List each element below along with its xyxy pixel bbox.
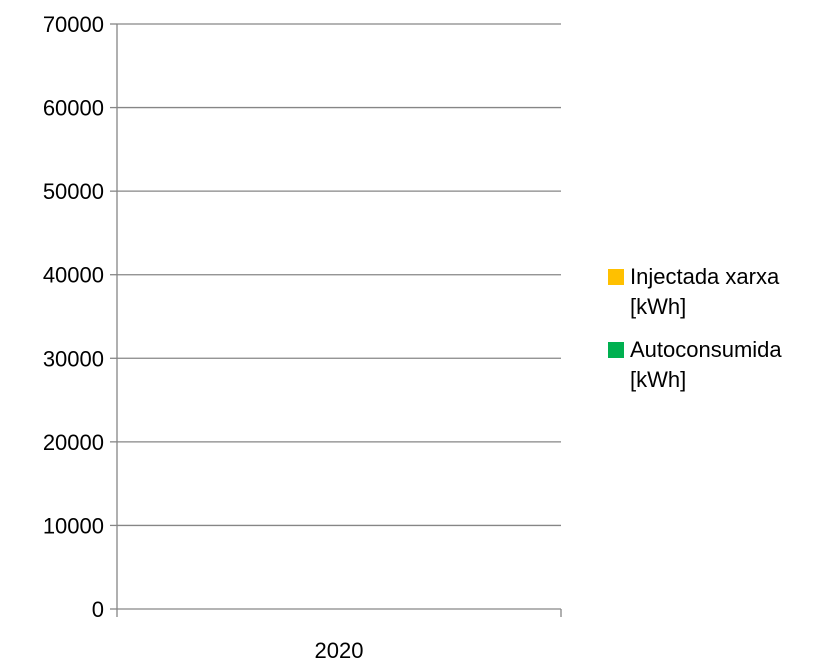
y-tick-label: 40000: [43, 263, 104, 288]
y-tick-label: 20000: [43, 430, 104, 455]
legend-label-autoconsumida: Autoconsumida [kWh]: [630, 337, 782, 392]
x-tick-labels: 2020: [315, 638, 364, 658]
y-tick-labels: 0 10000 20000 30000 40000 50000 60000 70000: [43, 12, 104, 622]
y-tick-label: 50000: [43, 179, 104, 204]
legend-swatch-injectada: [608, 269, 624, 285]
gridlines: [117, 23, 561, 527]
y-tick-label: 10000: [43, 513, 104, 538]
y-tick-label: 70000: [43, 12, 104, 37]
legend-item-autoconsumida: Autoconsumida [kWh]: [606, 335, 823, 395]
legend-swatch-autoconsumida: [608, 342, 624, 358]
legend-item-injectada: Injectada xarxa [kWh]: [606, 262, 823, 322]
y-tick-label: 60000: [43, 96, 104, 121]
y-tick-label: 0: [92, 597, 104, 622]
legend-label-injectada: Injectada xarxa [kWh]: [630, 264, 780, 319]
legend: Injectada xarxa [kWh] Autoconsumida [kWh…: [606, 262, 823, 408]
y-tick-label: 30000: [43, 346, 104, 371]
x-tick-label: 2020: [315, 638, 364, 658]
axes: [110, 23, 562, 617]
